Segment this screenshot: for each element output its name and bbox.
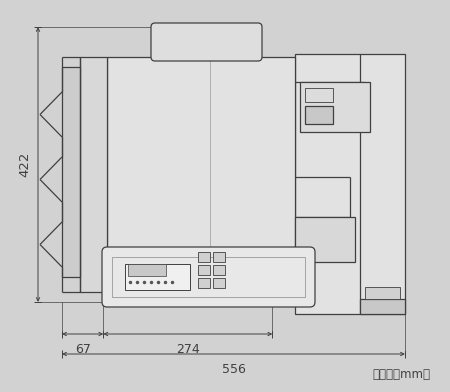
Bar bbox=[125, 264, 190, 290]
Text: 556: 556 bbox=[221, 363, 245, 376]
Bar bbox=[213, 278, 225, 288]
FancyBboxPatch shape bbox=[102, 247, 315, 307]
Bar bbox=[213, 252, 225, 262]
Bar bbox=[107, 57, 295, 282]
Bar bbox=[365, 287, 400, 299]
Bar bbox=[112, 257, 305, 297]
Bar bbox=[198, 278, 210, 288]
Bar bbox=[295, 217, 355, 262]
Text: 67: 67 bbox=[75, 343, 90, 356]
Bar bbox=[62, 67, 80, 277]
Bar bbox=[305, 88, 333, 102]
Bar bbox=[213, 265, 225, 275]
Bar bbox=[360, 299, 405, 314]
Text: 274: 274 bbox=[176, 343, 200, 356]
Bar bbox=[128, 264, 166, 276]
Text: （単位：mm）: （単位：mm） bbox=[372, 368, 430, 381]
FancyBboxPatch shape bbox=[151, 23, 262, 61]
Text: 422: 422 bbox=[18, 152, 32, 177]
Bar bbox=[198, 252, 210, 262]
Bar bbox=[305, 106, 333, 124]
Bar bbox=[295, 54, 405, 314]
Bar bbox=[198, 265, 210, 275]
Bar bbox=[80, 57, 107, 292]
Bar bbox=[300, 82, 370, 132]
